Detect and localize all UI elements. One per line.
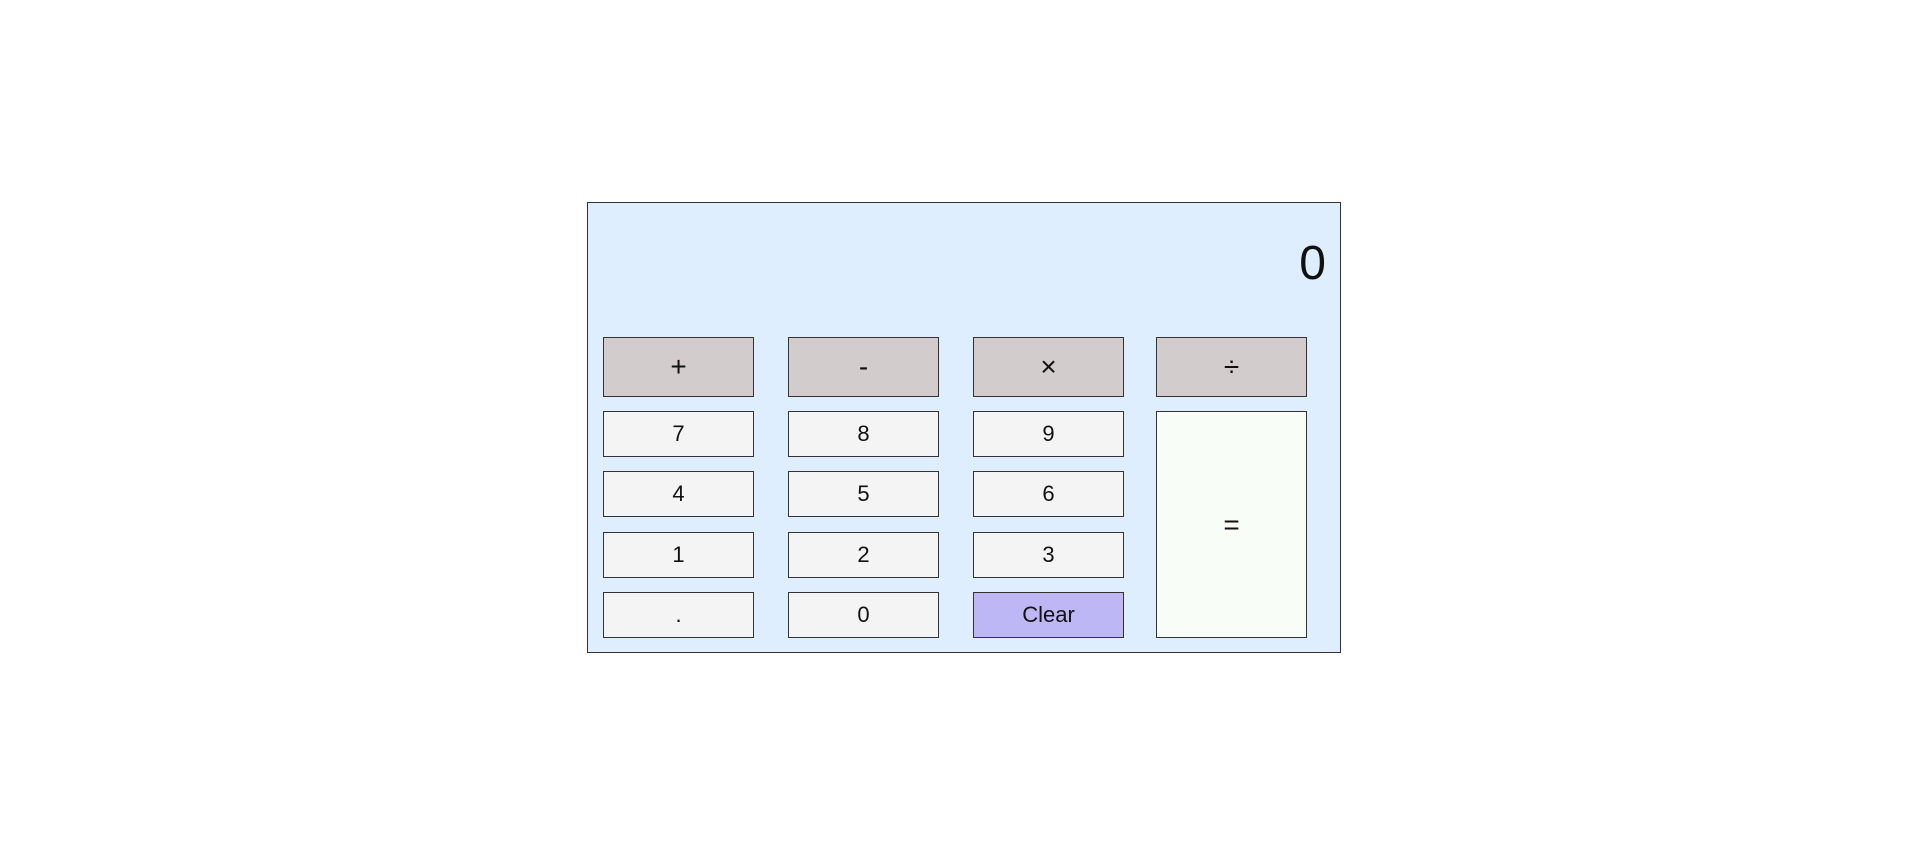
multiply-button[interactable]: × (973, 337, 1124, 397)
divide-button[interactable]: ÷ (1156, 337, 1307, 397)
digit-9-button[interactable]: 9 (973, 411, 1124, 457)
digit-2-button[interactable]: 2 (788, 532, 939, 578)
decimal-button[interactable]: . (603, 592, 754, 638)
digit-8-button[interactable]: 8 (788, 411, 939, 457)
calculator-panel: 0 + - × ÷ 7 8 9 4 5 6 1 2 3 . 0 Clear = (587, 202, 1341, 653)
digit-7-button[interactable]: 7 (603, 411, 754, 457)
subtract-button[interactable]: - (788, 337, 939, 397)
digit-6-button[interactable]: 6 (973, 471, 1124, 517)
add-button[interactable]: + (603, 337, 754, 397)
equals-button[interactable]: = (1156, 411, 1307, 638)
digit-1-button[interactable]: 1 (603, 532, 754, 578)
clear-button[interactable]: Clear (973, 592, 1124, 638)
digit-5-button[interactable]: 5 (788, 471, 939, 517)
digit-3-button[interactable]: 3 (973, 532, 1124, 578)
digit-4-button[interactable]: 4 (603, 471, 754, 517)
display-value: 0 (1299, 237, 1326, 290)
digit-0-button[interactable]: 0 (788, 592, 939, 638)
